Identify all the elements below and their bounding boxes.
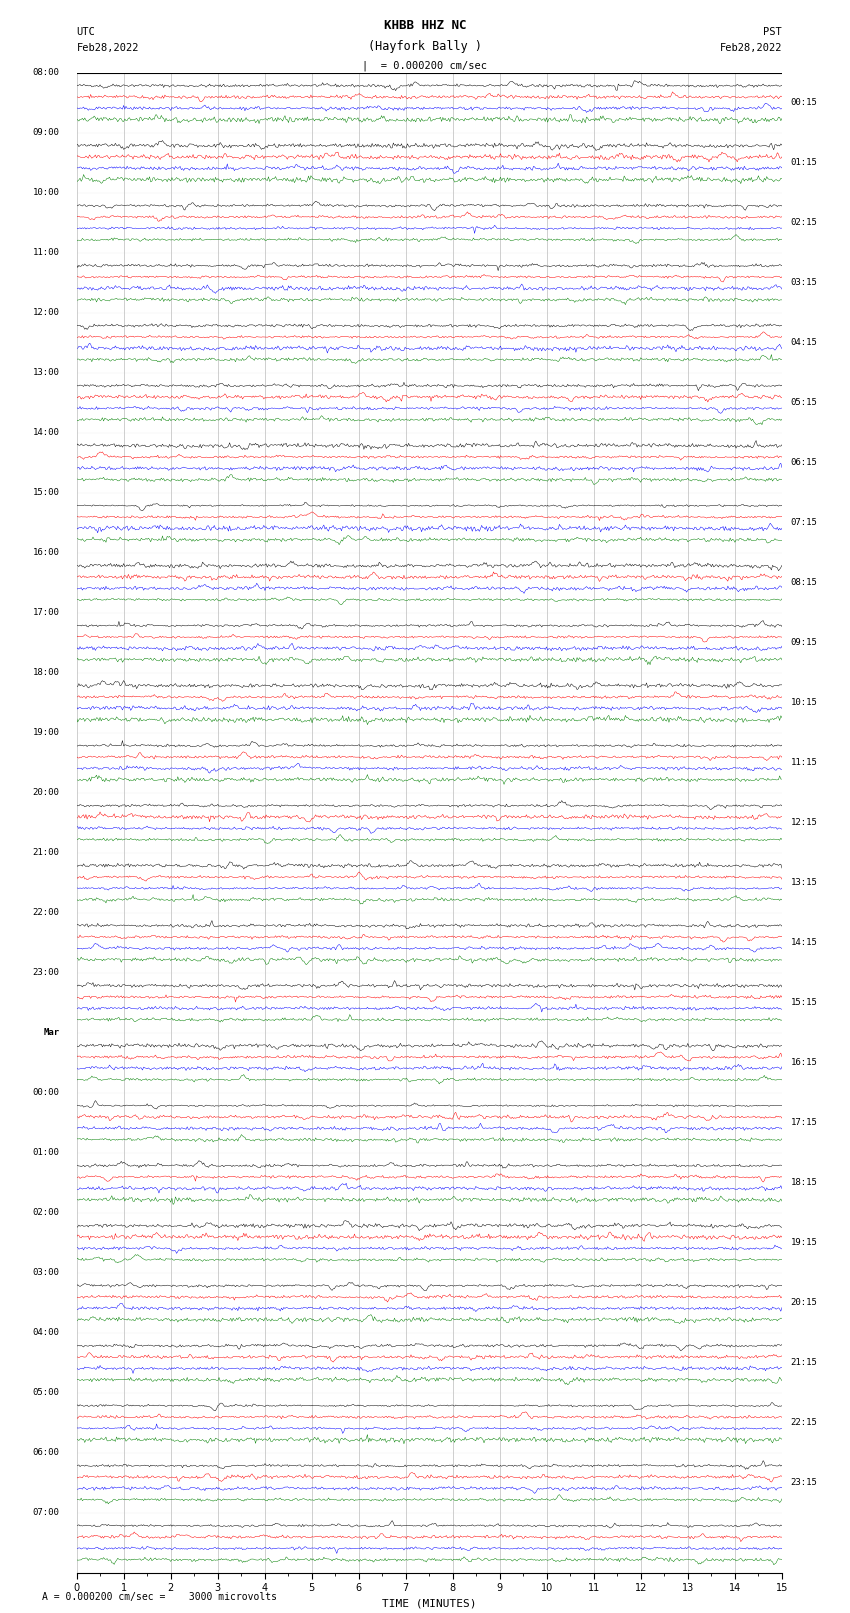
Text: 23:00: 23:00 [32, 968, 60, 977]
Text: 19:00: 19:00 [32, 727, 60, 737]
Text: 03:00: 03:00 [32, 1268, 60, 1277]
Text: Feb28,2022: Feb28,2022 [719, 44, 782, 53]
Text: 13:00: 13:00 [32, 368, 60, 377]
Text: KHBB HHZ NC: KHBB HHZ NC [383, 19, 467, 32]
Text: PST: PST [763, 27, 782, 37]
Text: 16:00: 16:00 [32, 548, 60, 556]
Text: 23:15: 23:15 [790, 1478, 818, 1487]
Text: 11:00: 11:00 [32, 248, 60, 256]
Text: 20:15: 20:15 [790, 1298, 818, 1307]
Text: 14:00: 14:00 [32, 427, 60, 437]
Text: 17:15: 17:15 [790, 1118, 818, 1127]
Text: 02:15: 02:15 [790, 218, 818, 227]
Text: 11:15: 11:15 [790, 758, 818, 768]
Text: 19:15: 19:15 [790, 1239, 818, 1247]
Text: 06:15: 06:15 [790, 458, 818, 468]
Text: 06:00: 06:00 [32, 1448, 60, 1457]
Text: 21:15: 21:15 [790, 1358, 818, 1368]
Text: 10:00: 10:00 [32, 189, 60, 197]
Text: 15:00: 15:00 [32, 489, 60, 497]
Text: 12:00: 12:00 [32, 308, 60, 318]
X-axis label: TIME (MINUTES): TIME (MINUTES) [382, 1598, 477, 1608]
Text: 08:15: 08:15 [790, 577, 818, 587]
Text: 00:15: 00:15 [790, 98, 818, 106]
Text: 03:15: 03:15 [790, 277, 818, 287]
Text: 18:00: 18:00 [32, 668, 60, 677]
Text: Feb28,2022: Feb28,2022 [76, 44, 139, 53]
Text: 08:00: 08:00 [32, 68, 60, 77]
Text: 18:15: 18:15 [790, 1177, 818, 1187]
Text: 14:15: 14:15 [790, 939, 818, 947]
Text: 16:15: 16:15 [790, 1058, 818, 1068]
Text: 02:00: 02:00 [32, 1208, 60, 1218]
Text: 07:15: 07:15 [790, 518, 818, 527]
Text: 10:15: 10:15 [790, 698, 818, 706]
Text: |  = 0.000200 cm/sec: | = 0.000200 cm/sec [362, 60, 488, 71]
Text: 20:00: 20:00 [32, 789, 60, 797]
Text: 04:00: 04:00 [32, 1327, 60, 1337]
Text: 07:00: 07:00 [32, 1508, 60, 1518]
Text: 21:00: 21:00 [32, 848, 60, 857]
Text: 09:15: 09:15 [790, 639, 818, 647]
Text: 09:00: 09:00 [32, 127, 60, 137]
Text: 04:15: 04:15 [790, 339, 818, 347]
Text: 01:15: 01:15 [790, 158, 818, 168]
Text: UTC: UTC [76, 27, 95, 37]
Text: 00:00: 00:00 [32, 1089, 60, 1097]
Text: 22:15: 22:15 [790, 1418, 818, 1428]
Text: A = 0.000200 cm/sec =    3000 microvolts: A = 0.000200 cm/sec = 3000 microvolts [42, 1592, 277, 1602]
Text: (Hayfork Bally ): (Hayfork Bally ) [368, 40, 482, 53]
Text: 05:15: 05:15 [790, 398, 818, 406]
Text: 22:00: 22:00 [32, 908, 60, 918]
Text: 05:00: 05:00 [32, 1389, 60, 1397]
Text: 15:15: 15:15 [790, 998, 818, 1007]
Text: 17:00: 17:00 [32, 608, 60, 618]
Text: 01:00: 01:00 [32, 1148, 60, 1157]
Text: 12:15: 12:15 [790, 818, 818, 827]
Text: 13:15: 13:15 [790, 877, 818, 887]
Text: Mar: Mar [43, 1027, 60, 1037]
